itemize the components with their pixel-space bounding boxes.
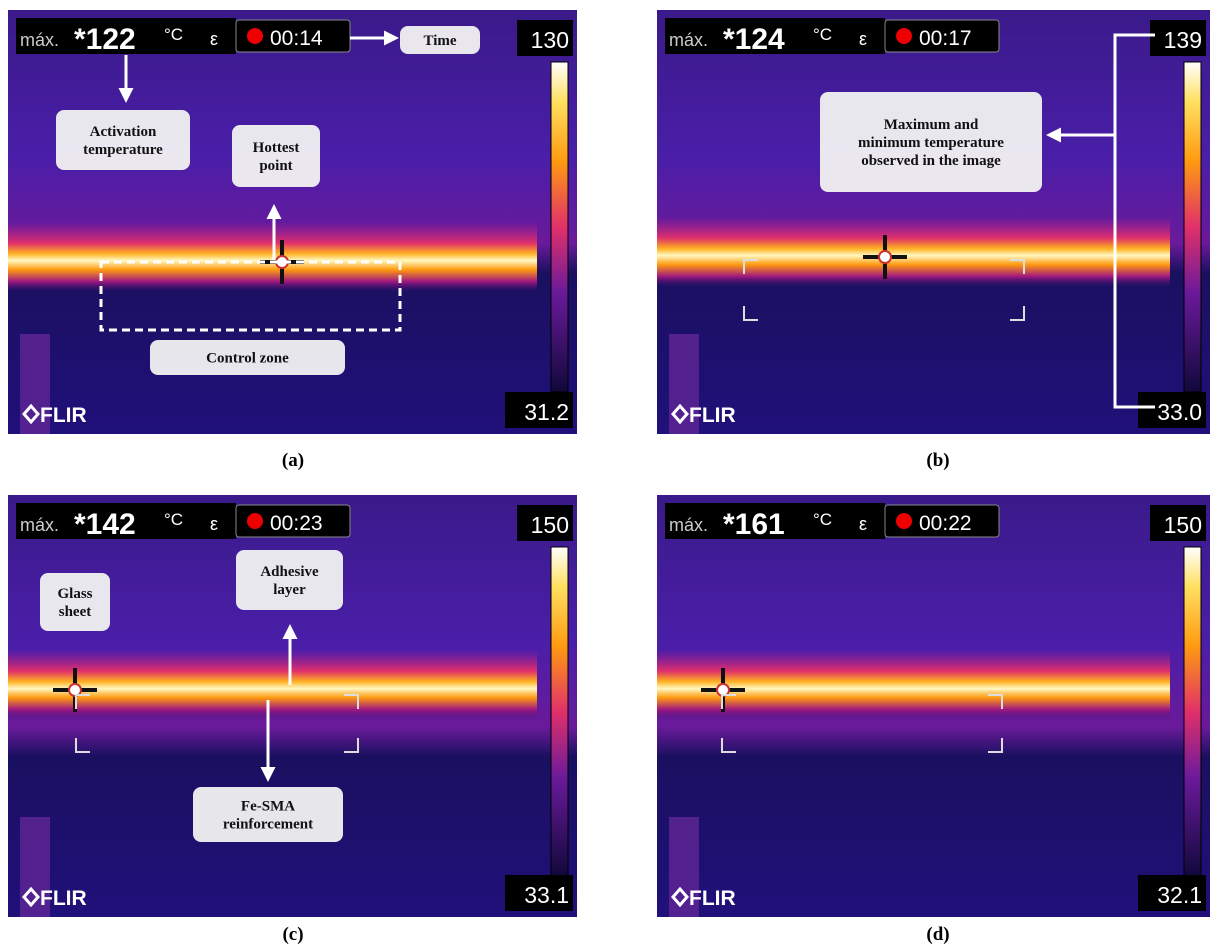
annotation-text: layer (273, 582, 306, 598)
annotation-text: reinforcement (223, 817, 313, 833)
annotation-text: Activation (90, 124, 157, 140)
annotation-text: Hottest (253, 140, 300, 156)
record-dot (896, 28, 912, 44)
hot-band (657, 650, 1170, 720)
max-label: máx. (669, 515, 708, 535)
color-scale (551, 62, 568, 392)
annotation-box (193, 787, 343, 842)
hot-band (657, 217, 1170, 287)
annotation-box (40, 573, 110, 631)
logo: FLIR (689, 887, 736, 910)
panel-caption: (b) (926, 450, 949, 471)
epsilon: ε (210, 29, 218, 49)
scale-max: 130 (531, 27, 569, 53)
color-scale (1184, 62, 1201, 392)
thermal-image: máx. *124 °C ε 00:17 139 33.0 FLIR Maximum and mi… (657, 10, 1210, 434)
scale-max: 139 (1164, 27, 1202, 53)
unit: °C (813, 510, 832, 529)
annotation-text: point (259, 158, 292, 174)
color-scale (551, 547, 568, 877)
max-label: máx. (20, 515, 59, 535)
unit: °C (164, 25, 183, 44)
scale-min: 33.1 (524, 882, 569, 908)
panel-caption: (c) (282, 924, 303, 945)
annotation-box (236, 550, 343, 610)
thermal-image: máx. *122 °C ε 00:14 130 31.2 FLIR Time Activatio… (8, 10, 577, 434)
timer: 00:23 (270, 512, 323, 535)
thermal-image: máx. *142 °C ε 00:23 150 33.1 FLIR Glass sheet Adh… (8, 495, 577, 917)
annotation-box (232, 125, 320, 187)
epsilon: ε (210, 514, 218, 534)
unit: °C (164, 510, 183, 529)
hot-band (8, 650, 537, 720)
logo: FLIR (689, 404, 736, 427)
record-dot (247, 513, 263, 529)
record-dot (896, 513, 912, 529)
scale-max: 150 (1164, 512, 1202, 538)
crosshair-center (879, 251, 891, 263)
scale-min: 31.2 (524, 399, 569, 425)
panel-caption: (a) (282, 450, 304, 471)
annotation-text: Control zone (206, 351, 289, 367)
logo: FLIR (40, 887, 87, 910)
color-scale (1184, 547, 1201, 877)
max-label: máx. (669, 30, 708, 50)
logo: FLIR (40, 404, 87, 427)
annotation-text: Glass (57, 586, 92, 602)
timer: 00:22 (919, 512, 972, 535)
annotation-text: Time (423, 33, 456, 49)
annotation-text: Maximum and (884, 117, 979, 133)
max-label: máx. (20, 30, 59, 50)
epsilon: ε (859, 29, 867, 49)
annotation-box (56, 110, 190, 170)
annotation-text: Adhesive (260, 564, 319, 580)
annotation-text: sheet (59, 604, 92, 620)
timer: 00:14 (270, 27, 323, 50)
scale-min: 32.1 (1157, 882, 1202, 908)
unit: °C (813, 25, 832, 44)
max-value: *161 (723, 508, 785, 541)
max-value: *142 (74, 508, 136, 541)
figure: (a) máx. *122 °C ε 00:14 130 31.2 FLIR Time Activa… (0, 0, 1215, 952)
max-value: *124 (723, 23, 785, 56)
scale-max: 150 (531, 512, 569, 538)
record-dot (247, 28, 263, 44)
max-value: *122 (74, 23, 136, 56)
annotation-text: minimum temperature (858, 135, 1004, 151)
scale-min: 33.0 (1157, 399, 1202, 425)
epsilon: ε (859, 514, 867, 534)
thermal-image: máx. *161 °C ε 00:22 150 32.1 FLIR (657, 495, 1210, 917)
annotation-text: observed in the image (861, 153, 1001, 169)
annotation-text: Fe-SMA (241, 799, 295, 815)
timer: 00:17 (919, 27, 972, 50)
annotation-text: temperature (83, 142, 163, 158)
panel-caption: (d) (926, 924, 949, 945)
